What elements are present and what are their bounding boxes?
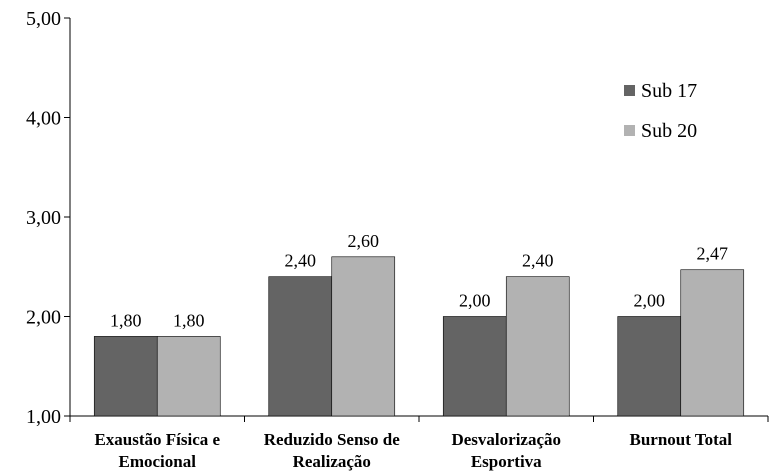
data-label: 2,00	[459, 291, 491, 311]
y-tick-label: 5,00	[26, 8, 61, 30]
bar-sub-17	[442, 316, 507, 417]
data-label: 2,47	[697, 244, 729, 264]
bar-sub-17	[617, 316, 682, 417]
y-axis-ticks: 1,00 2,00 3,00 4,00 5,00	[26, 8, 70, 428]
legend: Sub 17 Sub 20	[624, 80, 697, 142]
data-label: 2,60	[348, 231, 380, 251]
y-tick-label: 4,00	[26, 108, 61, 130]
bar-sub-20	[505, 276, 570, 417]
x-category-label: Exaustão Física e Emocional	[94, 430, 220, 471]
legend-label: Sub 17	[641, 80, 697, 102]
legend-swatch	[624, 125, 635, 136]
data-labels: 1,80 1,80 2,40 2,60 2,00 2,40 2,00 2,47	[110, 231, 728, 331]
x-category-label: Burnout Total	[629, 430, 732, 449]
y-tick-label: 2,00	[26, 307, 61, 329]
y-tick-label: 3,00	[26, 207, 61, 229]
legend-swatch	[624, 85, 635, 96]
data-label: 2,40	[522, 251, 554, 271]
data-label: 1,80	[110, 310, 142, 330]
data-label: 2,00	[634, 291, 666, 311]
bar-sub-17	[93, 336, 158, 417]
data-label: 2,40	[285, 251, 317, 271]
bar-sub-20	[680, 269, 745, 417]
bar-sub-20	[156, 336, 221, 417]
x-axis-categories: Exaustão Física e Emocional Reduzido Senso…	[94, 430, 732, 471]
bar-sub-17	[268, 276, 333, 417]
legend-label: Sub 20	[641, 120, 697, 142]
bars	[93, 256, 745, 417]
x-category-label: Desvalorização Esportiva	[451, 430, 561, 471]
bar-sub-20	[331, 256, 396, 417]
y-tick-label: 1,00	[26, 406, 61, 428]
x-category-label: Reduzido Senso de Realização	[264, 430, 400, 471]
data-label: 1,80	[173, 310, 205, 330]
